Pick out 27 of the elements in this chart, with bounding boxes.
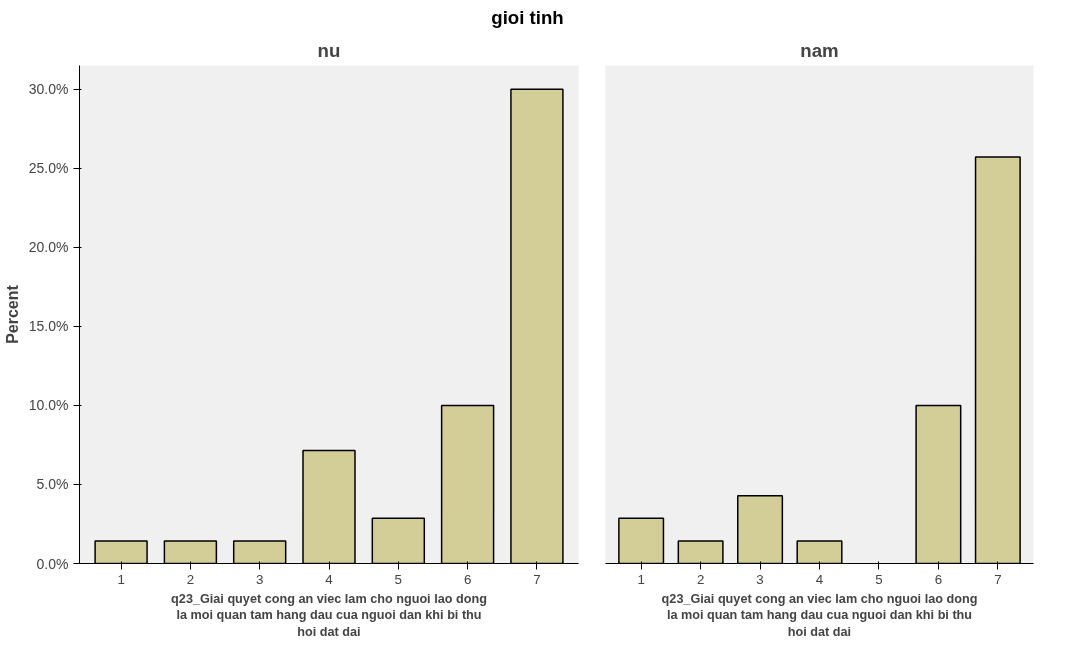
- y-tick-label: 30.0%: [28, 81, 69, 98]
- x-tick-label: 2: [186, 571, 195, 587]
- x-tick-label: 3: [255, 571, 264, 587]
- x-tick-label: 6: [463, 571, 472, 587]
- chart-title: nam: [800, 39, 839, 61]
- x-tick-label: 1: [117, 571, 125, 587]
- y-tick-label: 0.0%: [36, 555, 69, 572]
- y-tick-label: 25.0%: [28, 160, 69, 177]
- x-tick-label: 4: [815, 571, 824, 587]
- y-tick-label: 5.0%: [36, 476, 69, 493]
- x-tick-label: 5: [394, 571, 403, 587]
- x-tick-label: 1: [637, 571, 645, 587]
- x-tick-label: 7: [533, 571, 541, 587]
- x-tick-label: 3: [756, 571, 764, 587]
- y-axis-title: Percent: [3, 284, 21, 344]
- x-tick-label: 4: [325, 571, 334, 587]
- chart-title: nu: [317, 39, 341, 61]
- x-tick-label: 7: [994, 571, 1002, 587]
- x-tick-label: 5: [875, 571, 883, 587]
- y-tick-label: 10.0%: [28, 397, 69, 414]
- x-axis-title: q23_Giai quyet cong an viec lam cho nguoi lao dong la moi quan tam hang dau cua nguoi dan khi bi thu hoi dat dai: [661, 591, 978, 640]
- y-tick-label: 15.0%: [28, 318, 69, 335]
- y-tick-label: 20.0%: [28, 239, 69, 256]
- x-axis-title: q23_Giai quyet cong an viec lam cho nguoi lao dong la moi quan tam hang dau cua nguoi dan khi bi thu hoi dat dai: [171, 591, 487, 640]
- text: gioi tinh: [491, 6, 564, 30]
- x-tick-label: 6: [934, 571, 943, 587]
- x-tick-label: 2: [696, 571, 705, 587]
